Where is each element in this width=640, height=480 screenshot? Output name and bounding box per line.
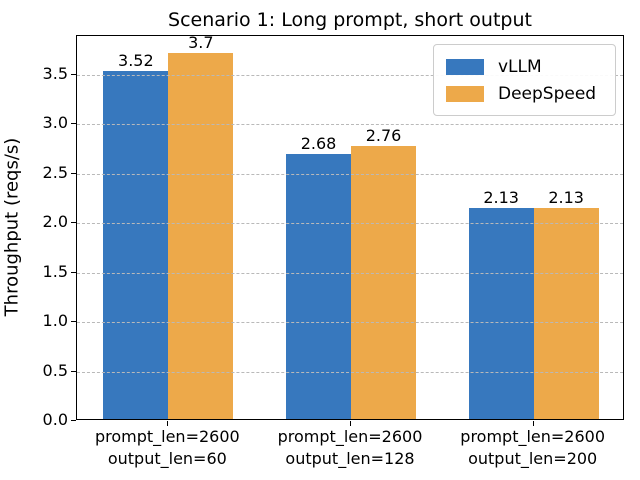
x-tick-mark <box>350 421 351 426</box>
y-tick-mark <box>71 271 76 273</box>
x-tick-mark <box>167 421 169 426</box>
gridline <box>77 173 623 175</box>
legend-label-vllm: vLLM <box>498 56 542 77</box>
gridline <box>77 124 623 125</box>
y-tick-label: 1.5 <box>42 261 68 281</box>
legend-swatch-vllm <box>446 58 484 75</box>
gridline <box>77 223 623 224</box>
legend-entry-deepspeed: DeepSpeed <box>444 80 605 107</box>
bar-value-label: 3.52 <box>118 50 154 70</box>
y-tick-label: 0.5 <box>42 360 68 380</box>
y-tick-label: 2.0 <box>42 212 68 231</box>
gridline <box>77 272 623 274</box>
y-tick-label: 0.0 <box>42 410 68 429</box>
x-tick-mark <box>532 421 534 426</box>
x-tick-label: prompt_len=2600 output_len=200 <box>460 426 605 470</box>
y-tick-mark <box>71 172 76 174</box>
y-tick-mark <box>71 370 76 372</box>
bar-deepspeed-0 <box>168 52 234 419</box>
bar-value-label: 2.68 <box>300 133 337 153</box>
bar-value-label: 3.7 <box>188 32 214 52</box>
y-tick-label: 1.0 <box>42 311 68 330</box>
y-tick-label: 3.5 <box>42 63 68 83</box>
y-tick-label: 3.0 <box>42 113 68 132</box>
y-tick-mark <box>71 73 76 75</box>
gridline <box>77 74 623 76</box>
y-tick-label: 2.5 <box>42 162 68 182</box>
chart-title: Scenario 1: Long prompt, short output <box>168 9 532 31</box>
gridline <box>77 322 623 323</box>
y-tick-mark <box>71 321 76 322</box>
legend-swatch-deepspeed <box>446 85 484 102</box>
bar-deepspeed-1 <box>351 145 416 419</box>
y-tick-mark <box>71 123 76 124</box>
x-tick-label: prompt_len=2600 output_len=60 <box>95 426 240 470</box>
x-tick-label-line: output_len=128 <box>285 449 415 468</box>
bar-value-label: 2.13 <box>548 188 584 208</box>
x-tick-label-line: prompt_len=2600 <box>460 427 606 446</box>
x-tick-label-line: prompt_len=2600 <box>94 427 240 446</box>
gridline <box>77 371 623 373</box>
legend: vLLM DeepSpeed <box>433 44 616 116</box>
bar-deepspeed-2 <box>533 208 599 419</box>
y-tick-mark <box>71 222 76 223</box>
y-tick-mark <box>71 420 76 421</box>
x-tick-label: prompt_len=2600 output_len=128 <box>278 426 423 470</box>
legend-entry-vllm: vLLM <box>444 53 605 80</box>
x-tick-label-line: output_len=200 <box>468 449 598 468</box>
bar-value-label: 2.76 <box>365 125 402 145</box>
legend-label-deepspeed: DeepSpeed <box>498 83 597 104</box>
bar-vllm-1 <box>286 153 351 419</box>
bar-value-label: 2.13 <box>483 188 519 208</box>
x-tick-label-line: prompt_len=2600 <box>277 427 423 446</box>
bar-vllm-2 <box>468 208 534 419</box>
x-tick-label-line: output_len=60 <box>107 449 227 468</box>
bar-vllm-0 <box>103 70 169 419</box>
